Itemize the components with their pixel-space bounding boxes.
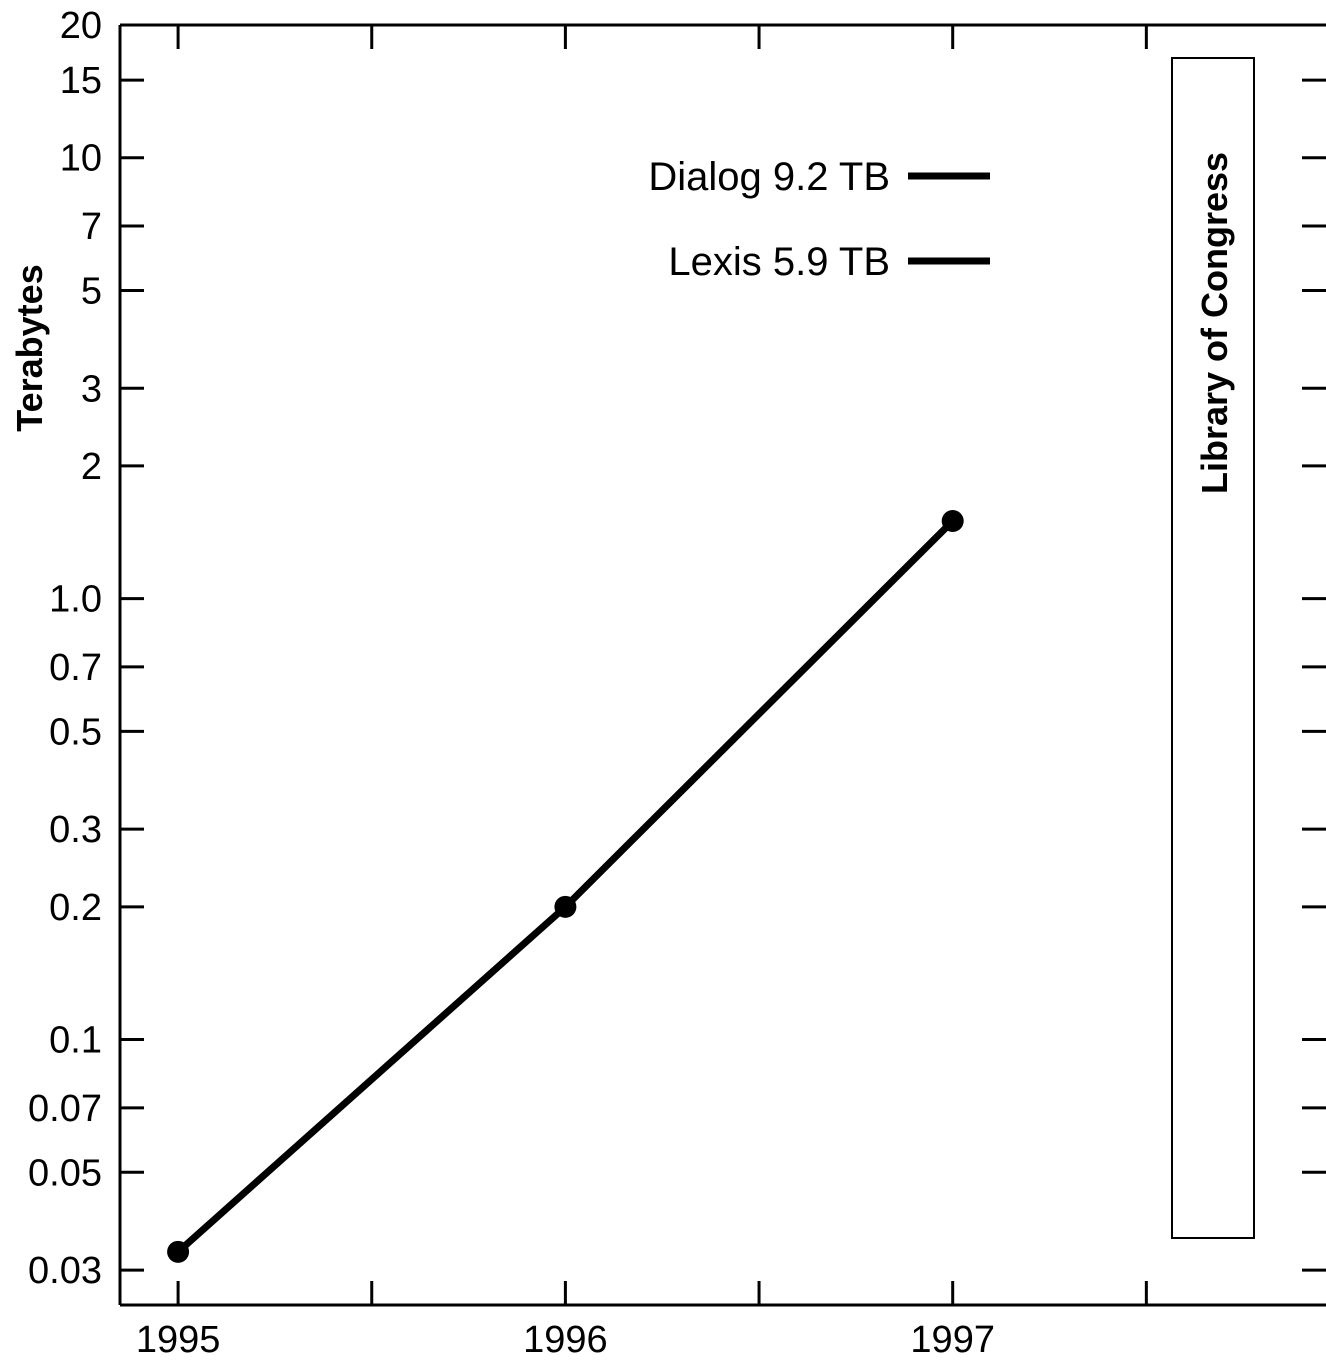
- reference-line-label: Dialog 9.2 TB: [648, 155, 890, 199]
- y-tick-label: 7: [81, 206, 102, 248]
- y-tick-label: 15: [60, 60, 102, 102]
- x-tick-label: 1997: [910, 1319, 995, 1360]
- y-tick-label: 10: [60, 138, 102, 180]
- data-point: [941, 509, 964, 532]
- data-point: [554, 895, 577, 918]
- y-tick-label: 0.7: [49, 647, 102, 689]
- y-tick-label: 0.3: [49, 809, 102, 851]
- y-tick-label: 0.2: [49, 887, 102, 929]
- x-tick-label: 1996: [523, 1319, 608, 1360]
- x-tick-label: 1995: [136, 1319, 221, 1360]
- data-point: [167, 1240, 190, 1263]
- y-axis: 0.03 0.05 0.07 0.1 0.2 0.3 0.5 0.7 1.0 2 3 5 7 10 15 20: [28, 5, 1326, 1292]
- reference-line-label: Lexis 5.9 TB: [668, 240, 890, 284]
- y-tick-label: 20: [60, 5, 102, 47]
- series-group: [167, 509, 964, 1263]
- y-axis-title: Terabytes: [9, 264, 50, 431]
- library-of-congress-label: Library of Congress: [1194, 152, 1235, 494]
- y-tick-label: 0.07: [28, 1088, 102, 1130]
- plot-frame: [118, 23, 1326, 1307]
- legend: Dialog 9.2 TB Lexis 5.9 TB: [648, 155, 990, 284]
- library-of-congress-bar: [1171, 57, 1255, 1239]
- y-tick-label: 2: [81, 446, 102, 488]
- library-of-congress-annotation: Library of Congress: [1171, 57, 1255, 1239]
- y-tick-label: 0.5: [49, 711, 102, 753]
- series-line: [175, 518, 956, 1255]
- y-tick-label: 3: [81, 368, 102, 410]
- y-tick-label: 0.1: [49, 1020, 102, 1062]
- y-tick-label: 1.0: [49, 579, 102, 621]
- y-tick-label: 5: [81, 270, 102, 312]
- x-axis: 1995 1996 1997: [136, 25, 1148, 1360]
- y-tick-label: 0.05: [28, 1152, 102, 1194]
- y-tick-label: 0.03: [28, 1250, 102, 1292]
